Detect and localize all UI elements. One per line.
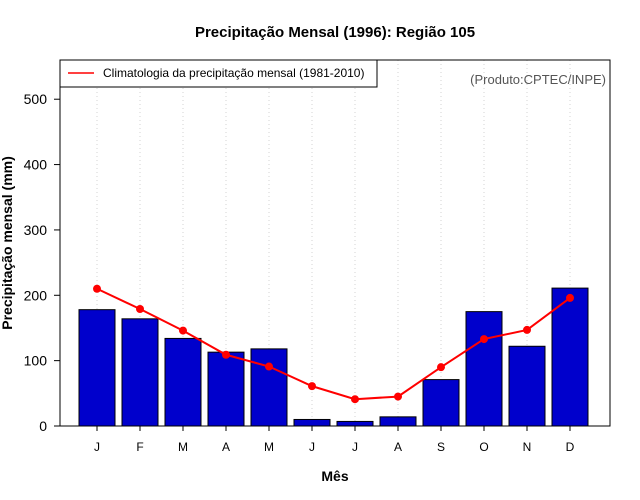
bar-8 [379,416,417,427]
climatology-line [96,287,571,401]
x-tick-label: M [178,440,188,454]
bar-12 [551,287,589,427]
climatology-point-7 [351,395,359,404]
climatology-point-6 [308,382,316,391]
bar-9 [422,379,460,427]
bar-6 [293,418,331,427]
x-axis-title: Mês [321,468,348,484]
x-tick-label: D [566,440,575,454]
bar-series [78,287,589,427]
climatology-point-8 [394,392,402,401]
x-tick-label: J [309,440,315,454]
x-tick-label: M [264,440,274,454]
y-axis: 0 100 200 300 400 500 [24,91,61,434]
x-tick-label: N [523,440,532,454]
climatology-point-4 [222,350,230,359]
x-tick-label: O [479,440,488,454]
climatology-point-5 [265,362,273,371]
y-axis-title: Precipitação mensal (mm) [0,156,15,330]
y-tick-label: 300 [24,222,48,238]
x-tick-label: A [394,440,402,454]
x-tick-label: J [94,440,100,454]
climatology-point-2 [136,305,144,314]
x-tick-label: S [437,440,445,454]
x-tick-label: J [352,440,358,454]
bar-7 [336,420,374,427]
x-tick-label: F [136,440,143,454]
y-tick-label: 500 [24,91,48,107]
chart-title: Precipitação Mensal (1996): Região 105 [195,24,475,41]
climatology-point-11 [523,325,531,334]
y-tick-label: 400 [24,157,48,173]
climatology-point-12 [566,293,574,302]
y-tick-label: 0 [39,418,47,434]
climatology-point-10 [480,335,488,344]
climatology-point-9 [437,363,445,372]
climatology-line-series [93,284,574,404]
bar-3 [164,337,202,427]
credit-annotation: (Produto:CPTEC/INPE) [470,72,606,87]
legend: Climatologia da precipitação mensal (198… [59,59,378,88]
climatology-point-3 [179,326,187,335]
bar-11 [508,345,546,427]
bar-4 [207,351,245,427]
climatology-point-1 [93,284,101,293]
x-tick-label: A [222,440,230,454]
y-tick-label: 200 [24,287,48,303]
bar-2 [121,318,159,427]
bar-10 [465,311,503,427]
y-tick-label: 100 [24,353,48,369]
legend-label: Climatologia da precipitação mensal (198… [103,66,364,80]
bar-1 [78,309,116,427]
legend-box [59,59,378,88]
bar-5 [250,348,288,427]
